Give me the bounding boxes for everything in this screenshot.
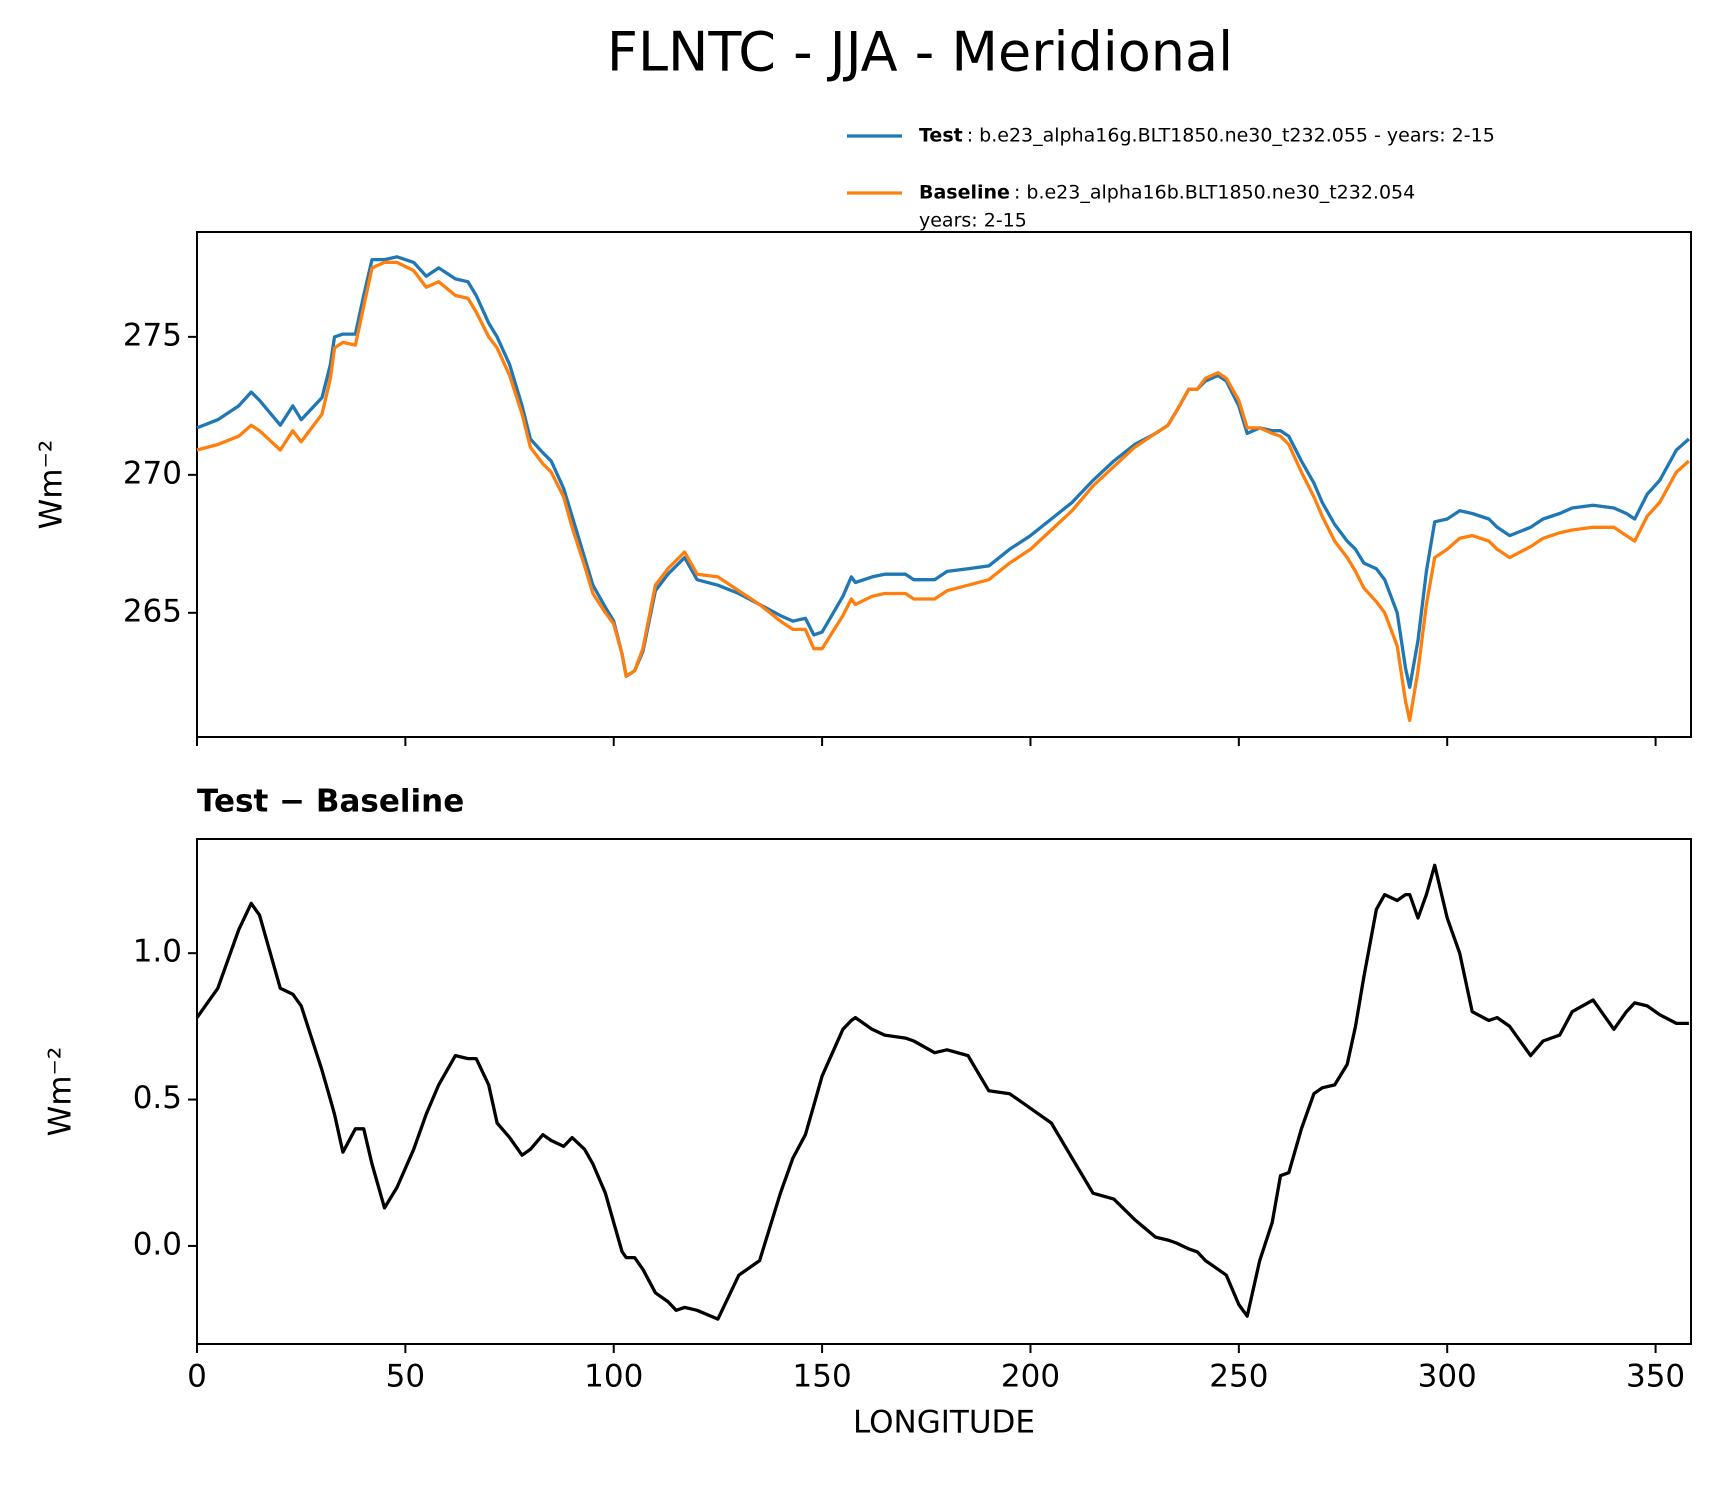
data-line (196, 255, 1690, 689)
y-tick-label: 270 (123, 455, 182, 491)
figure-title: FLNTC - JJA - Meridional (607, 21, 1233, 84)
x-axis-label: LONGITUDE (853, 1405, 1035, 1441)
y-axis-label: Wm⁻² (43, 1047, 79, 1137)
legend-text: : b.e23_alpha16g.BLT1850.ne30_t232.055 -… (967, 125, 1495, 147)
y-tick-label: 0.5 (133, 1080, 182, 1116)
y-tick-label: 265 (123, 593, 182, 629)
x-tick-label: 250 (1209, 1359, 1268, 1395)
legend-text: years: 2-15 (919, 210, 1027, 232)
x-tick-label: 350 (1626, 1359, 1685, 1395)
x-tick-label: 150 (793, 1359, 852, 1395)
x-tick-label: 0 (187, 1359, 207, 1395)
legend-name: Test (919, 125, 963, 147)
y-tick-label: 1.0 (133, 934, 182, 970)
legend-name: Baseline (919, 182, 1010, 204)
axes-frame (196, 231, 1692, 738)
x-tick-label: 50 (386, 1359, 425, 1395)
axes-title: Test − Baseline (197, 784, 464, 820)
data-line (195, 863, 1689, 1321)
axes-frame (196, 838, 1692, 1345)
x-tick-label: 200 (1001, 1359, 1060, 1395)
y-tick-label: 0.0 (133, 1226, 182, 1262)
data-line (196, 260, 1690, 723)
x-tick-label: 100 (584, 1359, 643, 1395)
y-tick-label: 275 (123, 317, 182, 353)
x-tick-label: 300 (1418, 1359, 1477, 1395)
legend-text: : b.e23_alpha16b.BLT1850.ne30_t232.054 (1014, 182, 1415, 204)
y-axis-label: Wm⁻² (34, 440, 70, 530)
